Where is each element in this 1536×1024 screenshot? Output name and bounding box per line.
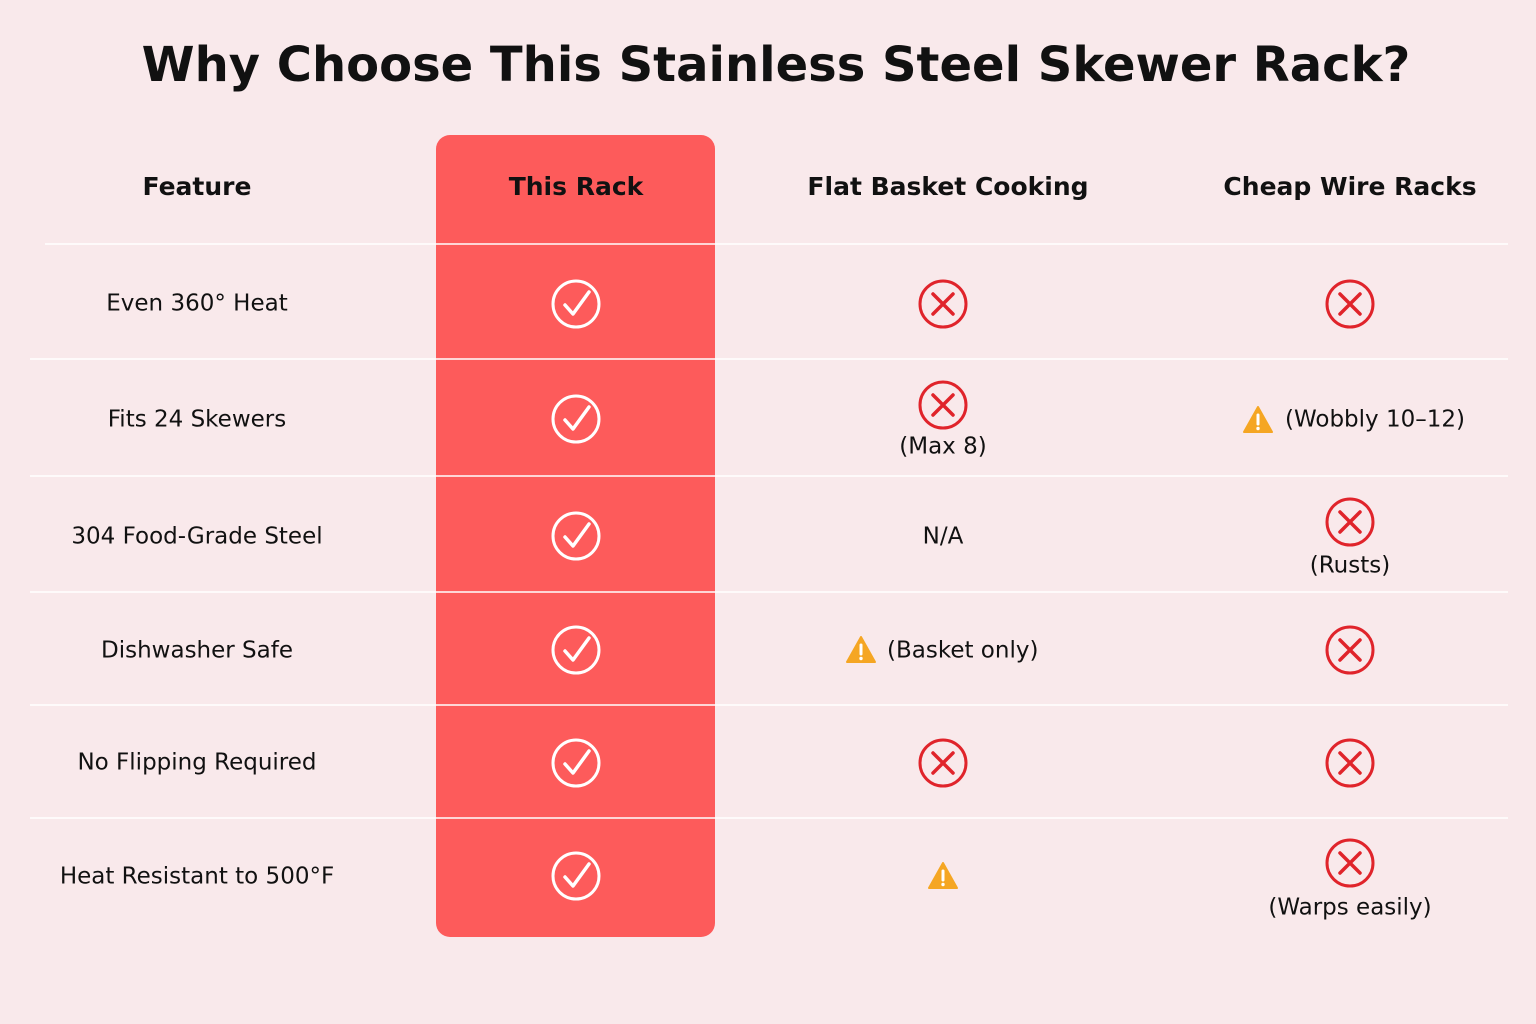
highlight-column [436,135,715,937]
note: (Wobbly 10–12) [1285,407,1465,433]
header: Flat Basket Cooking [807,172,1088,201]
feature: No Flipping Required [77,750,316,776]
note: (Warps easily) [1268,895,1431,921]
feature: Even 360° Heat [106,291,287,317]
cell-text: N/A [923,524,964,550]
header: This Rack [509,172,645,201]
header: Feature [143,172,252,201]
note: (Rusts) [1310,553,1390,579]
feature: Dishwasher Safe [101,638,293,664]
header: Cheap Wire Racks [1223,172,1476,201]
row-separators [30,243,1508,819]
title: Why Choose This Stainless Steel Skewer R… [142,37,1411,93]
note: (Basket only) [887,638,1038,664]
feature: Fits 24 Skewers [108,407,287,433]
feature: 304 Food-Grade Steel [71,524,322,550]
note: (Max 8) [899,434,986,460]
feature: Heat Resistant to 500°F [60,864,334,890]
